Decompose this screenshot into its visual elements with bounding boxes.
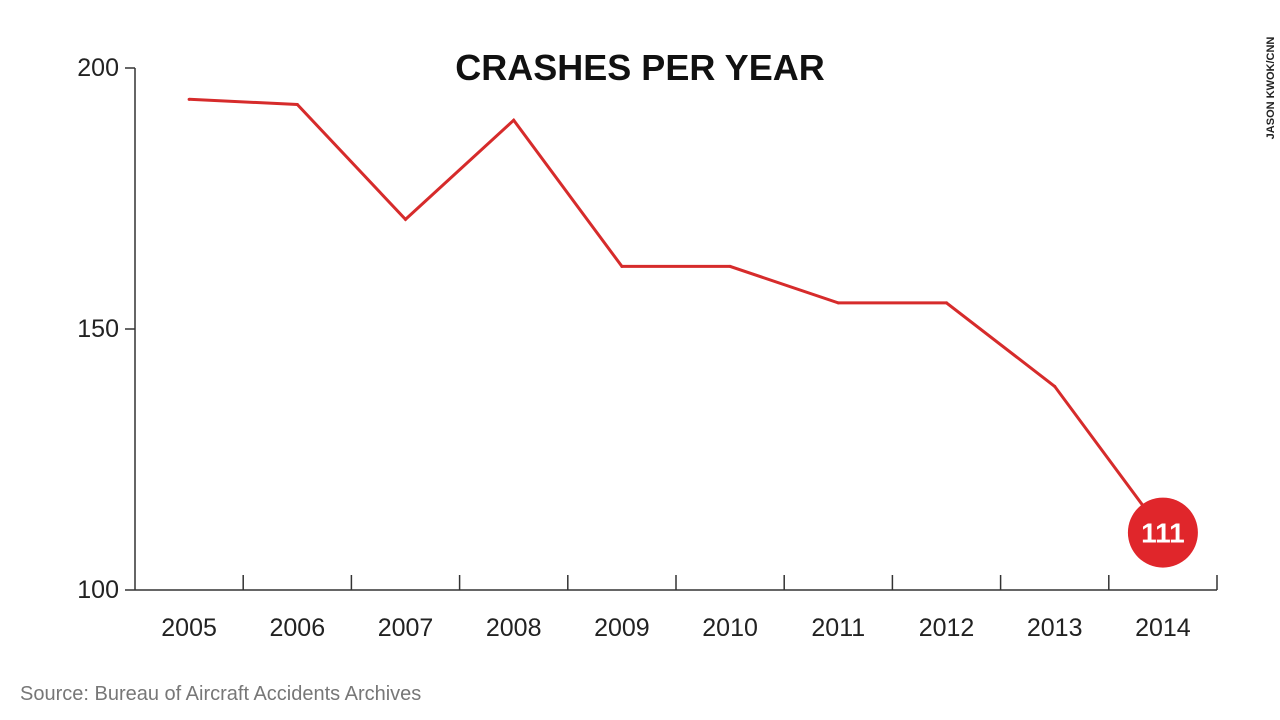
chart-title: CRASHES PER YEAR: [455, 47, 824, 88]
x-axis-ticks: 2005 2006 2007 2008 2009 2010 2011 2012 2013 2014: [161, 575, 1218, 642]
highlight-callout: 111: [1127, 497, 1198, 568]
x-tick-label: 2010: [702, 614, 758, 642]
y-tick-label: 200: [77, 54, 119, 82]
x-tick-label: 2009: [594, 614, 650, 642]
data-point: [836, 301, 840, 305]
y-tick-label: 150: [77, 315, 119, 343]
data-point: [1053, 384, 1057, 388]
y-axis-ticks: 100 150 200: [77, 54, 135, 604]
series-layer: [187, 97, 1165, 535]
axes: [134, 68, 1217, 591]
x-tick-label: 2013: [1027, 614, 1083, 642]
callout-label: 111: [1141, 518, 1185, 549]
data-point: [512, 118, 516, 122]
data-point: [728, 264, 732, 268]
source-note: Source: Bureau of Aircraft Accidents Arc…: [20, 683, 421, 705]
data-point: [187, 97, 191, 101]
y-tick-label: 100: [77, 576, 119, 604]
series-line: [189, 97, 1165, 534]
x-tick-label: 2005: [161, 614, 217, 642]
data-point: [295, 103, 299, 107]
x-tick-label: 2014: [1135, 614, 1191, 642]
photo-credit: JASON KWOK/CNN: [1265, 37, 1277, 140]
data-point: [945, 301, 948, 305]
callout-circle: [1127, 497, 1198, 568]
data-point: [404, 217, 407, 221]
x-tick-label: 2007: [378, 614, 434, 642]
data-point: [620, 264, 624, 268]
x-tick-label: 2012: [919, 614, 975, 642]
x-tick-label: 2006: [269, 614, 325, 642]
x-tick-label: 2008: [486, 614, 542, 642]
x-tick-label: 2011: [811, 614, 865, 642]
